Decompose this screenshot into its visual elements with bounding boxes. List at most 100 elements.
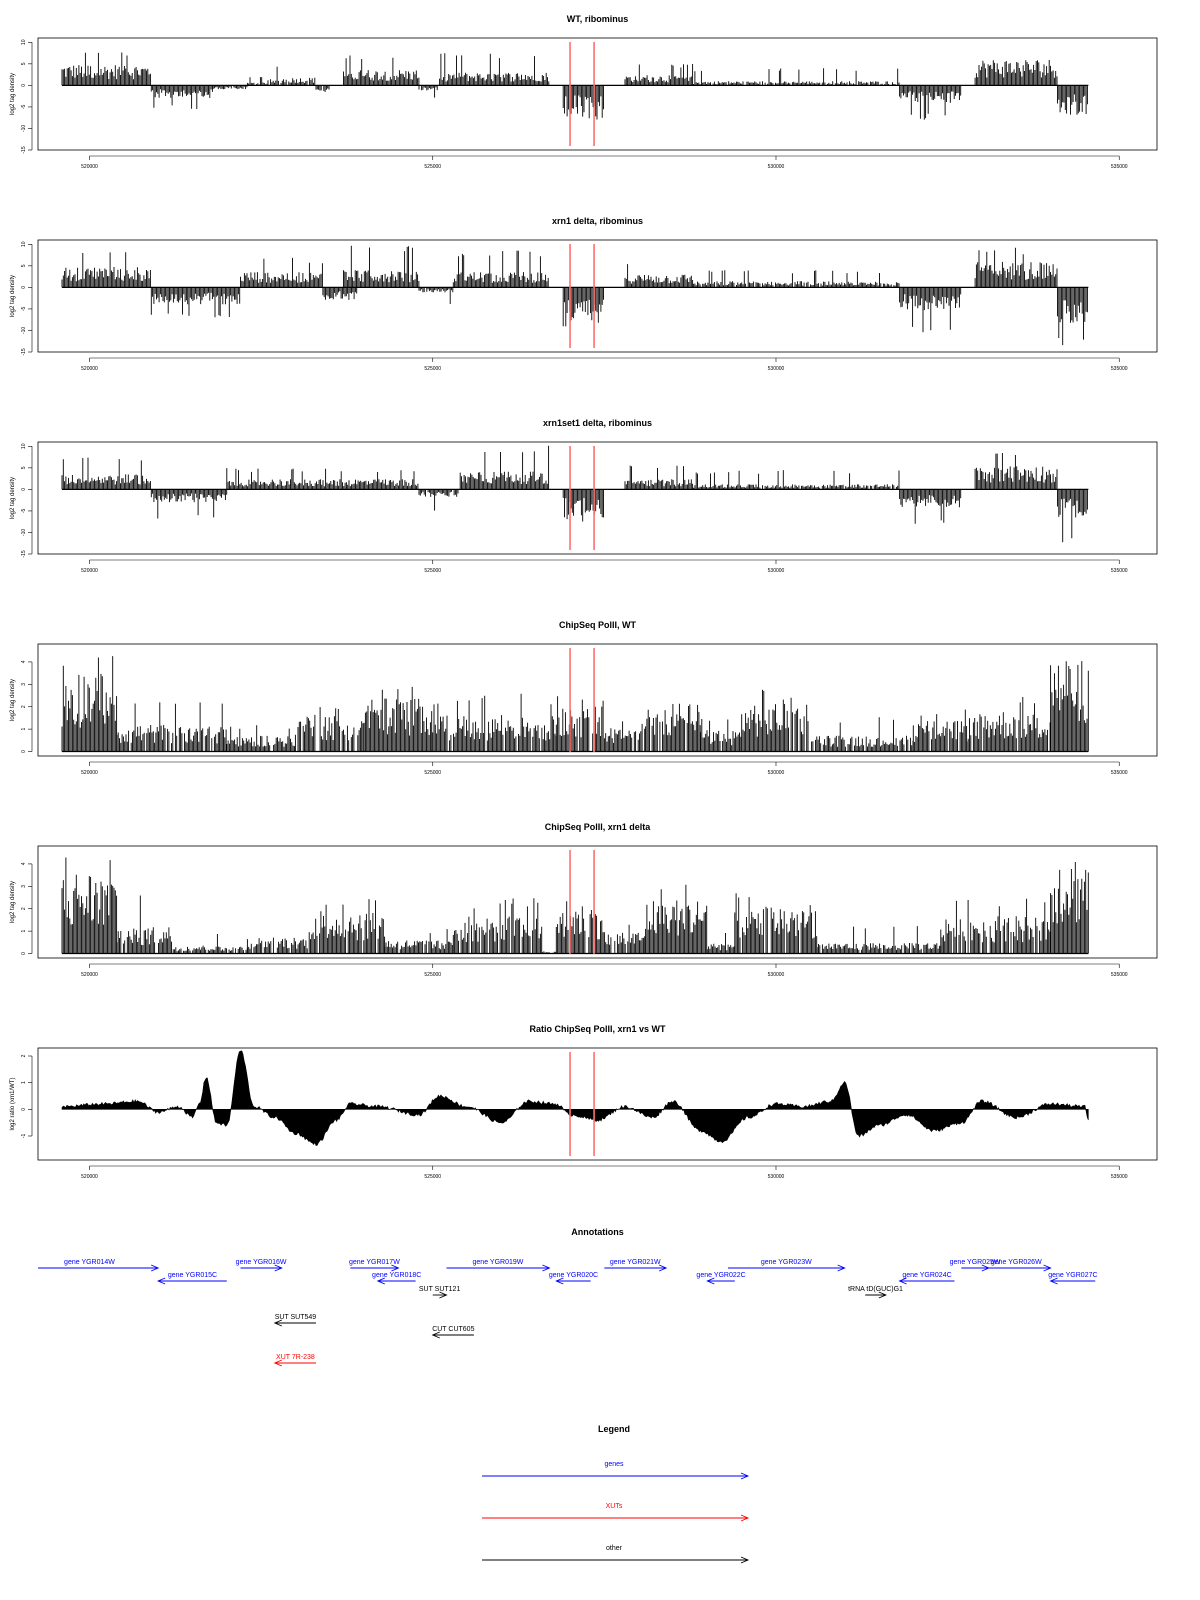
feature-label: gene YGR024C bbox=[902, 1272, 951, 1279]
coverage-bars bbox=[1057, 85, 1088, 115]
coverage-region bbox=[645, 884, 708, 954]
feature-label: gene YGR016W bbox=[236, 1259, 287, 1266]
coverage-region bbox=[343, 245, 420, 288]
coverage-region bbox=[61, 252, 151, 288]
y-tick-label: 3 bbox=[21, 885, 27, 888]
y-tick-label: -10 bbox=[21, 125, 27, 132]
feature-label: gene YGR023W bbox=[761, 1259, 812, 1266]
coverage-region bbox=[940, 898, 1051, 954]
coverage-bars bbox=[603, 721, 646, 752]
x-tick-label: 525000 bbox=[424, 770, 441, 776]
x-tick-label: 520000 bbox=[81, 972, 98, 978]
coverage-bars bbox=[693, 68, 900, 86]
coverage-bars bbox=[343, 245, 420, 288]
feature-label: gene YGR019W bbox=[473, 1259, 524, 1266]
coverage-region bbox=[61, 457, 151, 490]
coverage-bars bbox=[899, 489, 962, 524]
feature-label: gene YGR022C bbox=[696, 1272, 745, 1279]
plot-frame bbox=[37, 1047, 1158, 1161]
coverage-bars bbox=[974, 247, 1058, 288]
plot-frame bbox=[37, 239, 1158, 353]
x-tick-label: 535000 bbox=[1111, 972, 1128, 978]
feature-label: SUT SUT549 bbox=[275, 1314, 317, 1321]
coverage-bars bbox=[172, 934, 248, 954]
coverage-bars bbox=[741, 689, 809, 752]
annotation-feature: gene YGR018C bbox=[372, 1272, 421, 1285]
coverage-region bbox=[343, 55, 420, 86]
x-tick-label: 530000 bbox=[768, 164, 785, 170]
coverage-bars bbox=[624, 264, 694, 288]
coverage-region bbox=[459, 445, 550, 490]
coverage-region bbox=[741, 689, 809, 752]
feature-arrow-head bbox=[658, 1264, 668, 1272]
coverage-bars bbox=[459, 445, 550, 490]
coverage-region bbox=[624, 465, 694, 490]
y-axis: -15 -10 -5 0 5 10 bbox=[21, 39, 33, 154]
coverage-region bbox=[150, 287, 241, 318]
coverage-region bbox=[912, 709, 969, 752]
coverage-bars bbox=[811, 717, 914, 752]
panel-title: ChipSeq PolII, xrn1 delta bbox=[545, 822, 652, 832]
coverage-bars bbox=[343, 55, 420, 86]
annotation-feature: gene YGR015C bbox=[156, 1272, 227, 1285]
feature-arrow-head bbox=[542, 1264, 551, 1272]
coverage-region bbox=[624, 264, 694, 288]
x-tick-label: 535000 bbox=[1111, 568, 1128, 574]
y-tick-label: 0 bbox=[21, 84, 27, 87]
feature-arrow-head bbox=[391, 1264, 400, 1272]
coverage-bars bbox=[240, 257, 323, 288]
y-tick-label: -15 bbox=[21, 550, 27, 557]
coverage-bars bbox=[1050, 661, 1089, 752]
y-axis-label: log2 tag density bbox=[10, 477, 16, 519]
coverage-bars bbox=[555, 696, 604, 752]
panel-title: WT, ribominus bbox=[567, 14, 629, 24]
panel-6: Ratio ChipSeq PolII, xrn1 vs WT log2 rati… bbox=[10, 1024, 1158, 1180]
coverage-region bbox=[61, 857, 118, 954]
coverage-bars bbox=[974, 453, 1058, 490]
y-tick-label: 4 bbox=[21, 862, 27, 865]
plot-frame bbox=[37, 37, 1158, 151]
coverage-region bbox=[246, 77, 268, 86]
legend-label: XUTs bbox=[606, 1503, 623, 1510]
plot-frame bbox=[37, 643, 1158, 757]
coverage-region bbox=[967, 697, 1051, 752]
annotation-feature: SUT SUT121 bbox=[419, 1286, 460, 1299]
coverage-region bbox=[1050, 862, 1089, 954]
coverage-region bbox=[899, 85, 962, 120]
coverage-bars bbox=[246, 937, 308, 954]
feature-label: CUT CUT605 bbox=[432, 1326, 474, 1333]
coverage-bars bbox=[1057, 287, 1088, 346]
y-tick-label: -10 bbox=[21, 327, 27, 334]
coverage-region bbox=[315, 85, 330, 92]
legend-arrow-head bbox=[740, 1472, 750, 1480]
coverage-bars bbox=[452, 898, 543, 954]
legend-label: genes bbox=[604, 1461, 624, 1468]
coverage-bars bbox=[693, 270, 900, 288]
coverage-region bbox=[418, 287, 454, 304]
feature-arrow-head bbox=[431, 1331, 440, 1339]
legend-arrow-head bbox=[740, 1556, 750, 1564]
coverage-region bbox=[439, 53, 550, 86]
coverage-bars bbox=[452, 250, 549, 288]
plot-frame bbox=[37, 845, 1158, 959]
feature-arrow-head bbox=[878, 1291, 887, 1299]
legend-label: other bbox=[606, 1545, 623, 1552]
y-tick-label: -5 bbox=[21, 508, 27, 513]
coverage-bars bbox=[418, 85, 438, 98]
x-tick-label: 525000 bbox=[424, 366, 441, 372]
coverage-bars bbox=[899, 287, 962, 333]
y-tick-label: -15 bbox=[21, 348, 27, 355]
plot-frame bbox=[37, 441, 1158, 555]
y-axis-label: log2 ratio (xrn1/WT) bbox=[10, 1077, 16, 1130]
feature-label: tRNA tD(GUC)G1 bbox=[848, 1286, 903, 1293]
x-tick-label: 530000 bbox=[768, 366, 785, 372]
coverage-bars bbox=[363, 686, 433, 752]
coverage-region bbox=[555, 901, 604, 954]
coverage-bars bbox=[150, 489, 228, 519]
data-series bbox=[61, 857, 1089, 955]
annotation-feature: gene YGR022C bbox=[696, 1272, 746, 1285]
annotation-feature: gene YGR016W bbox=[236, 1259, 287, 1272]
x-tick-label: 535000 bbox=[1111, 366, 1128, 372]
legend-arrow-head bbox=[740, 1514, 750, 1522]
